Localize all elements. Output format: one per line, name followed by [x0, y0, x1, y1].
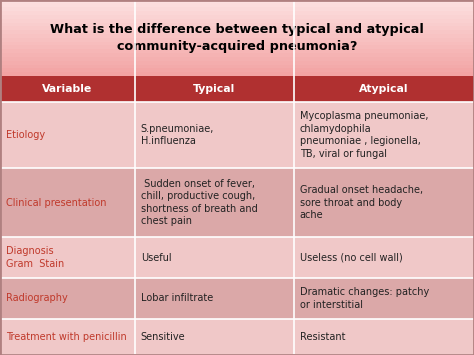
Bar — [0, 49, 474, 53]
Bar — [0, 45, 474, 50]
Text: Mycoplasma pneumoniae,
chlamydophila
pneumoniae , legionella,
TB, viral or funga: Mycoplasma pneumoniae, chlamydophila pne… — [300, 111, 428, 159]
Text: Useful: Useful — [141, 252, 172, 263]
Bar — [0, 68, 474, 72]
Text: Gradual onset headache,
sore throat and body
ache: Gradual onset headache, sore throat and … — [300, 185, 423, 220]
Bar — [0, 168, 474, 237]
Bar — [0, 19, 474, 23]
Bar — [0, 42, 474, 46]
Bar — [0, 7, 474, 11]
Bar — [0, 72, 474, 76]
Text: Treatment with penicillin: Treatment with penicillin — [6, 332, 127, 342]
Bar — [0, 11, 474, 15]
Bar — [0, 23, 474, 27]
Bar — [0, 15, 474, 19]
Text: Etiology: Etiology — [6, 130, 45, 140]
Text: Typical: Typical — [193, 84, 236, 94]
Text: Sudden onset of fever,
chill, productive cough,
shortness of breath and
chest pa: Sudden onset of fever, chill, productive… — [141, 179, 257, 226]
Text: Radiography: Radiography — [6, 293, 67, 304]
Bar — [0, 61, 474, 65]
Bar — [0, 319, 474, 355]
Bar — [0, 237, 474, 278]
Bar — [0, 76, 474, 102]
Text: Clinical presentation: Clinical presentation — [6, 197, 106, 208]
Text: Sensitive: Sensitive — [141, 332, 185, 342]
Bar — [0, 4, 474, 7]
Bar — [0, 53, 474, 57]
Text: What is the difference between typical and atypical
community-acquired pneumonia: What is the difference between typical a… — [50, 23, 424, 53]
Text: Lobar infiltrate: Lobar infiltrate — [141, 293, 213, 304]
Bar — [0, 0, 474, 76]
Bar — [0, 38, 474, 42]
Bar — [0, 57, 474, 61]
Text: Resistant: Resistant — [300, 332, 345, 342]
Bar — [0, 278, 474, 319]
Bar — [0, 30, 474, 34]
Text: Dramatic changes: patchy
or interstitial: Dramatic changes: patchy or interstitial — [300, 287, 429, 310]
Bar — [0, 65, 474, 69]
Text: Atypical: Atypical — [359, 84, 409, 94]
Bar — [0, 102, 474, 168]
Text: Diagnosis
Gram  Stain: Diagnosis Gram Stain — [6, 246, 64, 269]
Text: Useless (no cell wall): Useless (no cell wall) — [300, 252, 402, 263]
Bar — [0, 34, 474, 38]
Text: S.pneumoniae,
H.influenza: S.pneumoniae, H.influenza — [141, 124, 214, 146]
Bar — [0, 26, 474, 31]
Text: Variable: Variable — [42, 84, 93, 94]
Bar — [0, 0, 474, 4]
